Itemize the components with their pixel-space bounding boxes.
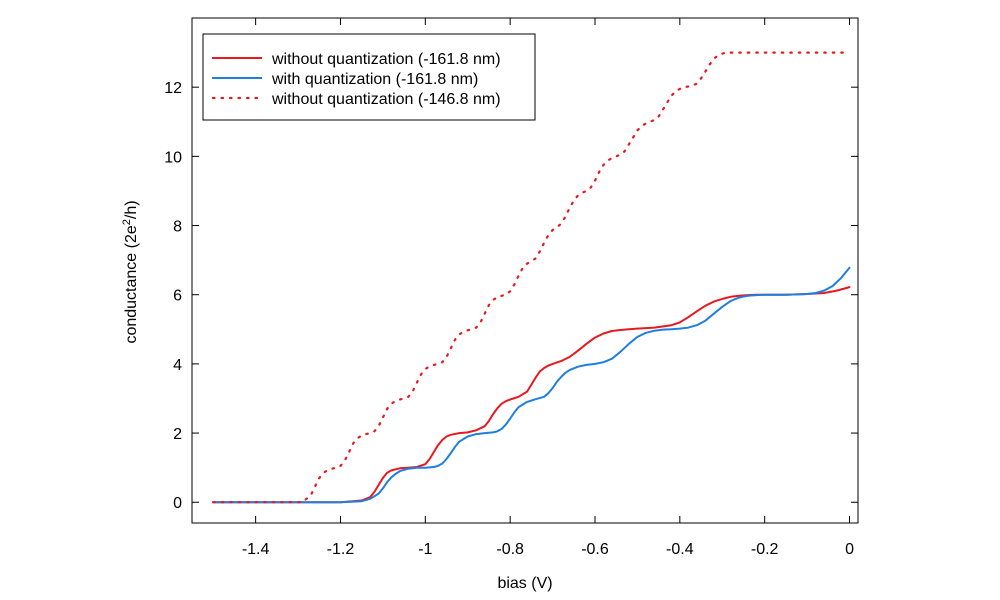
legend-label-series-1: with quantization (-161.8 nm) — [271, 71, 478, 88]
series-line-1 — [212, 266, 851, 504]
x-tick-label: -1.4 — [242, 541, 270, 558]
x-axis-title: bias (V) — [497, 575, 552, 592]
x-tick-label: -0.6 — [581, 541, 609, 558]
y-tick-label: 2 — [173, 426, 182, 443]
y-tick-label: 10 — [164, 149, 182, 166]
y-tick-label: 0 — [173, 495, 182, 512]
series-line-0 — [212, 286, 851, 504]
y-axis-title: conductance (2e2/h) — [121, 200, 140, 343]
y-tick-label: 4 — [173, 357, 182, 374]
x-tick-label: -0.2 — [751, 541, 779, 558]
plot-frame — [191, 17, 859, 524]
y-axis-title-tail: /h) — [123, 200, 140, 219]
x-tick-label: -0.4 — [666, 541, 694, 558]
y-axis-title-superscript: 2 — [121, 219, 133, 225]
legend: without quantization (-161.8 nm) with qu… — [202, 33, 536, 121]
series-layer — [212, 51, 851, 504]
x-tick-label: -0.8 — [496, 541, 524, 558]
y-tick-label: 12 — [164, 80, 182, 97]
legend-label-series-2: without quantization (-146.8 nm) — [271, 91, 501, 108]
series-line-2 — [212, 51, 851, 504]
legend-label-series-0: without quantization (-161.8 nm) — [271, 51, 501, 68]
x-tick-label: 0 — [845, 541, 854, 558]
y-axis-title-main: conductance (2e — [123, 225, 140, 343]
x-tick-label: -1 — [418, 541, 432, 558]
y-tick-label: 6 — [173, 288, 182, 305]
y-tick-label: 8 — [173, 219, 182, 236]
ticks-layer: -1.4 -1.2 -1 -0.8 -0.6 -0.4 -0.2 0 0 2 4 6 8 10 12 — [164, 18, 858, 558]
x-tick-label: -1.2 — [327, 541, 355, 558]
